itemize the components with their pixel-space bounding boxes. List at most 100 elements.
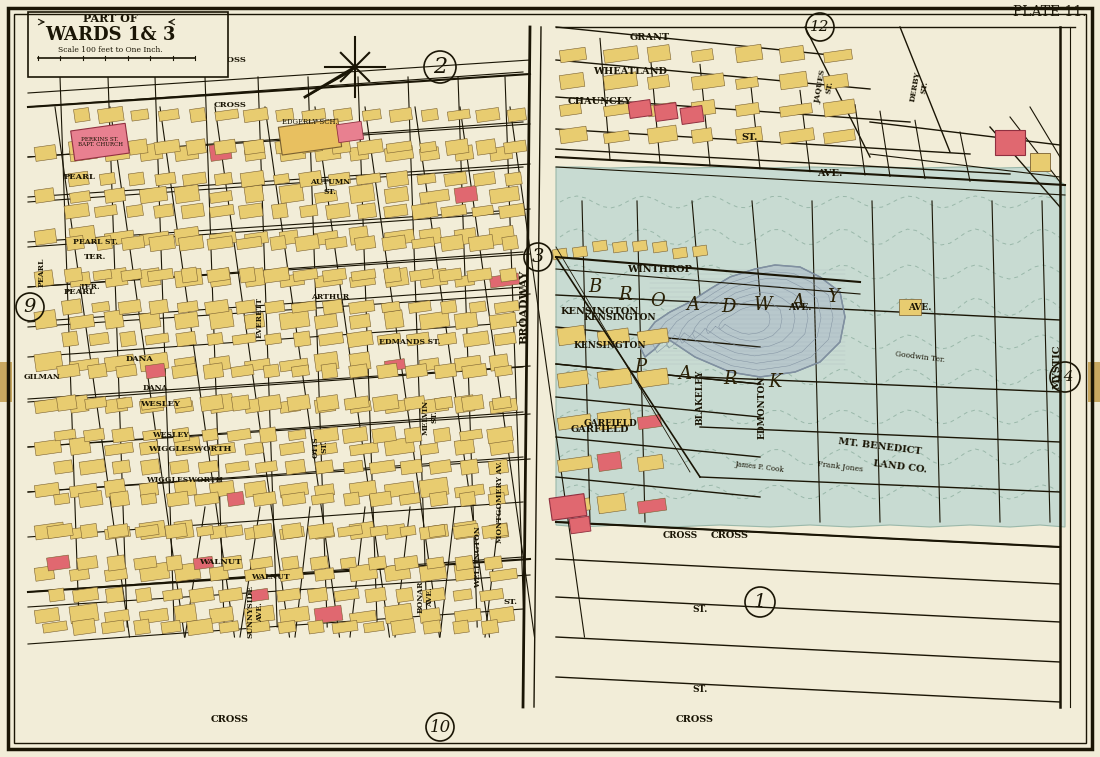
Bar [0, 362, 12, 402]
Polygon shape [294, 331, 311, 347]
Polygon shape [344, 396, 370, 410]
Polygon shape [34, 522, 65, 540]
Polygon shape [556, 167, 1065, 527]
Polygon shape [282, 523, 303, 539]
Polygon shape [332, 620, 359, 634]
Polygon shape [469, 235, 494, 251]
Polygon shape [154, 204, 174, 218]
Polygon shape [48, 588, 65, 602]
Polygon shape [466, 268, 492, 282]
Polygon shape [278, 119, 342, 155]
Polygon shape [112, 459, 131, 474]
Polygon shape [419, 477, 449, 498]
Polygon shape [279, 526, 305, 540]
Polygon shape [384, 481, 415, 498]
Polygon shape [174, 397, 191, 409]
Polygon shape [419, 358, 440, 371]
Polygon shape [324, 237, 348, 249]
Polygon shape [314, 351, 339, 372]
Polygon shape [231, 365, 254, 378]
Polygon shape [174, 480, 197, 497]
Polygon shape [441, 204, 466, 218]
Bar [28, 12, 228, 77]
Polygon shape [322, 299, 343, 315]
Text: 9: 9 [24, 298, 36, 316]
Polygon shape [370, 459, 396, 474]
Polygon shape [282, 492, 306, 506]
Polygon shape [232, 333, 256, 345]
Text: WHEATLAND: WHEATLAND [593, 67, 667, 76]
Polygon shape [174, 520, 194, 539]
Polygon shape [454, 394, 475, 413]
Text: CROSS: CROSS [662, 531, 697, 540]
Polygon shape [131, 109, 149, 121]
Polygon shape [736, 76, 759, 89]
Polygon shape [654, 102, 678, 121]
Polygon shape [446, 139, 469, 155]
Polygon shape [349, 300, 375, 314]
Polygon shape [314, 427, 339, 443]
Text: DANA: DANA [126, 355, 154, 363]
Polygon shape [419, 563, 447, 581]
Polygon shape [293, 269, 318, 282]
Polygon shape [396, 587, 414, 603]
Text: EDMONTON: EDMONTON [758, 375, 767, 439]
Text: MONTGOMERY AV.: MONTGOMERY AV. [496, 461, 504, 543]
Text: R: R [618, 286, 631, 304]
Polygon shape [207, 267, 230, 282]
Text: WELLINGTON: WELLINGTON [474, 526, 482, 588]
Polygon shape [338, 525, 363, 537]
Polygon shape [349, 183, 375, 204]
Polygon shape [490, 398, 518, 414]
Polygon shape [140, 481, 158, 497]
Polygon shape [198, 460, 219, 474]
Polygon shape [263, 364, 279, 378]
Polygon shape [194, 492, 219, 506]
Polygon shape [239, 203, 263, 219]
Polygon shape [315, 459, 333, 474]
Polygon shape [349, 563, 378, 582]
Polygon shape [318, 332, 343, 346]
Polygon shape [350, 274, 375, 288]
Polygon shape [165, 523, 187, 539]
Polygon shape [174, 603, 197, 623]
Text: SUNNYSIDE
AVE.: SUNNYSIDE AVE. [246, 585, 264, 638]
Polygon shape [376, 363, 398, 378]
Polygon shape [64, 267, 82, 282]
Polygon shape [244, 313, 265, 329]
Polygon shape [116, 364, 138, 378]
Polygon shape [440, 300, 456, 314]
Polygon shape [68, 139, 92, 155]
Polygon shape [209, 204, 234, 217]
Text: GRANT: GRANT [630, 33, 670, 42]
Polygon shape [279, 400, 300, 413]
Polygon shape [433, 428, 451, 443]
Polygon shape [79, 459, 106, 475]
Polygon shape [559, 73, 585, 89]
Polygon shape [604, 130, 629, 144]
Polygon shape [328, 172, 351, 186]
Polygon shape [140, 398, 164, 413]
Polygon shape [463, 331, 490, 347]
Polygon shape [205, 300, 229, 315]
Text: P: P [634, 358, 646, 376]
Polygon shape [419, 524, 449, 540]
Polygon shape [691, 48, 714, 62]
Polygon shape [178, 235, 204, 251]
Polygon shape [640, 265, 845, 377]
Polygon shape [315, 397, 336, 413]
Polygon shape [134, 556, 157, 570]
Polygon shape [597, 451, 623, 472]
Polygon shape [400, 459, 422, 475]
Polygon shape [253, 523, 273, 539]
Polygon shape [62, 331, 78, 347]
Text: ARTHUR: ARTHUR [311, 293, 349, 301]
Text: DERBY
ST.: DERBY ST. [909, 70, 931, 104]
Polygon shape [343, 460, 364, 474]
Polygon shape [337, 121, 364, 142]
Polygon shape [490, 312, 517, 330]
Polygon shape [996, 129, 1025, 154]
Polygon shape [419, 443, 439, 455]
Polygon shape [350, 400, 372, 413]
Polygon shape [251, 588, 268, 602]
